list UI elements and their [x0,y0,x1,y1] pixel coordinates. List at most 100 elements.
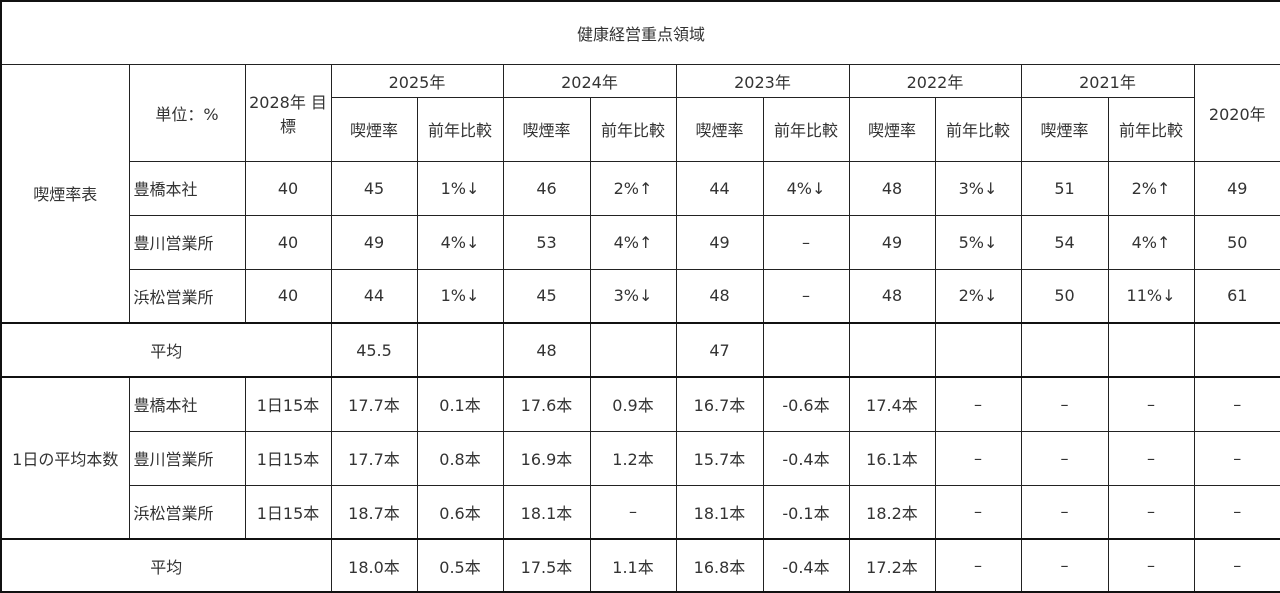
table-cell: -0.4本 [762,430,850,486]
table-cell: – [1107,376,1195,432]
table-cell: – [934,430,1022,486]
average-label: 平均 [0,538,332,593]
average-cell [1193,322,1280,378]
table-title: 健康経営重点領域 [0,0,1280,65]
average-cell [848,322,936,378]
yoy-header: 前年比較 [1107,96,1195,162]
branch-name: 豊橋本社 [128,160,246,216]
table-cell: 18.1本 [675,484,764,540]
table-cell: 17.7本 [330,376,418,432]
cigarettes-section-label: 1日の平均本数 [0,376,130,540]
table-cell: 1日15本 [244,484,332,540]
average-cell: 17.2本 [848,538,936,593]
table-row: 豊橋本社 40 45 1%↓ 46 2%↑ 44 4%↓ 48 3%↓ 51 2%↑ 49 [1,160,1280,216]
table-cell: – [1193,484,1280,540]
table-cell: – [589,484,677,540]
table-cell: -0.6本 [762,376,850,432]
average-cell [589,322,677,378]
table-row: 豊川営業所 1日15本 17.7本 0.8本 16.9本 1.2本 15.7本 -0.4本 16… [1,430,1280,486]
table-cell: 49 [1193,160,1280,216]
average-cell: – [1193,538,1280,593]
table-cell: 48 [675,268,764,324]
table-cell: 49 [848,214,936,270]
table-cell: – [934,484,1022,540]
average-cell: 48 [502,322,591,378]
table-cell: 0.6本 [416,484,504,540]
table-cell: – [1107,430,1195,486]
table-cell: 18.1本 [502,484,591,540]
table-cell: 4%↓ [762,160,850,216]
table-cell: 54 [1020,214,1109,270]
yoy-header: 前年比較 [589,96,677,162]
table-cell: 49 [330,214,418,270]
table-row: 平均 18.0本 0.5本 17.5本 1.1本 16.8本 -0.4本 17.2本 – – – – [0,538,1280,593]
table-cell: 40 [244,214,332,270]
table-cell: 18.7本 [330,484,418,540]
table-cell: -0.1本 [762,484,850,540]
table-cell: – [1193,430,1280,486]
average-cell: 18.0本 [330,538,418,593]
table-cell: – [762,268,850,324]
table-row: 浜松営業所 40 44 1%↓ 45 3%↓ 48–48 2%↓ 50 11%↓ 61 [1,268,1280,324]
table-cell: 2%↑ [589,160,677,216]
table-cell: 40 [244,160,332,216]
yoy-header: 前年比較 [416,96,504,162]
table-cell: – [1193,376,1280,432]
table-cell: 0.9本 [589,376,677,432]
average-cell: – [934,538,1022,593]
year-header: 2022年 [848,63,1022,98]
table-cell: 44 [330,268,418,324]
rate-header: 喫煙率 [848,96,936,162]
average-cell: 1.1本 [589,538,677,593]
table-cell: 15.7本 [675,430,764,486]
branch-name: 豊川営業所 [128,430,246,486]
rate-header: 喫煙率 [330,96,418,162]
average-label: 平均 [0,322,332,378]
table-cell: 50 [1020,268,1109,324]
branch-name: 豊川営業所 [128,214,246,270]
table-row: 健康経営重点領域 [0,0,1280,65]
table-row: 豊川営業所 40 49 4%↓ 53 4%↑ 49–49 5%↓ 54 4%↑ 50 [1,214,1280,270]
table-row: 1日の平均本数 豊橋本社 1日15本 17.7本 0.1本 17.6本 0.9本 16.7本 -… [0,376,1280,540]
rate-header: 喫煙率 [675,96,764,162]
average-cell: 45.5 [330,322,418,378]
average-cell [762,322,850,378]
table-cell: 1.2本 [589,430,677,486]
table-cell: 17.4本 [848,376,936,432]
branch-name: 浜松営業所 [128,484,246,540]
table-cell: 5%↓ [934,214,1022,270]
branch-name: 浜松営業所 [128,268,246,324]
table-cell: – [934,376,1022,432]
average-cell [1020,322,1109,378]
table-cell: 53 [502,214,591,270]
yoy-header: 前年比較 [934,96,1022,162]
year-header: 2021年 [1020,63,1195,98]
table-cell: 50 [1193,214,1280,270]
branch-name: 豊橋本社 [128,376,246,432]
table-cell: – [1107,484,1195,540]
table-cell: 4%↑ [1107,214,1195,270]
table-cell: 48 [848,268,936,324]
target-header: 2028年 目標 [244,63,332,162]
table-cell: 1%↓ [416,160,504,216]
table-cell: 11%↓ [1107,268,1195,324]
table-cell: 2%↑ [1107,160,1195,216]
table-cell: 48 [848,160,936,216]
table-cell: 16.7本 [675,376,764,432]
table-cell: 61 [1193,268,1280,324]
table-cell: 17.7本 [330,430,418,486]
unit-label: 単位：% [128,63,246,162]
table-cell: 16.9本 [502,430,591,486]
year-header: 2025年 [330,63,504,98]
table-cell: – [1020,430,1109,486]
rate-header: 喫煙率 [1020,96,1109,162]
table-cell: 18.2本 [848,484,936,540]
table-cell: 40 [244,268,332,324]
table-cell: – [1020,484,1109,540]
table-cell: 0.1本 [416,376,504,432]
table-cell: 4%↑ [589,214,677,270]
table-cell: 17.6本 [502,376,591,432]
table-cell: 3%↓ [934,160,1022,216]
table-row: 喫煙率 前年比較 喫煙率 前年比較 喫煙率 前年比較 喫煙率 前年比較 喫煙率 前年比較 [1,96,1280,162]
